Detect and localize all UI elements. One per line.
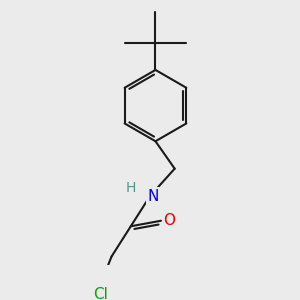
Text: H: H [126, 181, 136, 195]
Text: Cl: Cl [93, 287, 108, 300]
Text: O: O [163, 213, 175, 228]
Text: N: N [147, 189, 158, 204]
